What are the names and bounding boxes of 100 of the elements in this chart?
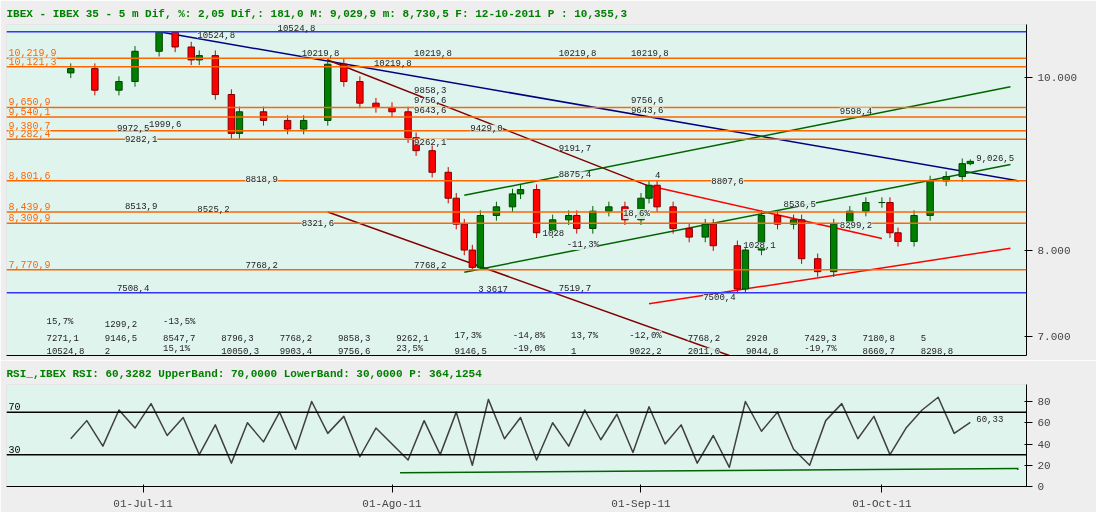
annotation: 9,026,5: [976, 154, 1015, 165]
candlestick: [356, 75, 364, 109]
annotation: -19,0%: [512, 343, 546, 354]
annotation: 9858,3: [337, 333, 371, 344]
annotation: 18,6%: [622, 208, 651, 219]
annotation: 7768,2: [279, 333, 313, 344]
annotation: 9262,1: [414, 137, 447, 148]
annotation: 8298,8: [920, 346, 954, 357]
annotation: 9598,4: [839, 106, 873, 117]
annotation: 1999,6: [149, 120, 182, 131]
x-tick-label: 01-Ago-11: [362, 497, 423, 510]
annotation: -12,0%: [629, 330, 663, 341]
annotation: 17,3%: [454, 330, 483, 341]
annotation: 7768,2: [245, 261, 278, 272]
annotation: 9146,5: [104, 333, 138, 344]
x-tick-label: 01-Jul-11: [113, 497, 174, 510]
candlestick: [605, 201, 613, 217]
annotation: -13,5%: [163, 317, 197, 328]
annotation: 9146,5: [454, 346, 487, 357]
annotation: 10219,8: [630, 49, 669, 60]
annotation: 23,5%: [396, 343, 424, 354]
annotation: 1028: [542, 229, 565, 240]
annotation: 8513,9: [124, 202, 158, 213]
annotation: 3617: [486, 284, 508, 295]
annotation: 2011,0: [687, 346, 721, 357]
annotation: 9858,3: [414, 85, 447, 96]
annotation: 9756,6: [630, 96, 664, 107]
annotation: -14,8%: [512, 330, 546, 341]
annotation: 3: [478, 284, 484, 295]
y-tick-label: 7.000: [1037, 330, 1071, 343]
y-tick-label: 60: [1037, 417, 1051, 430]
annotation: 8536,5: [783, 199, 816, 210]
annotation: 7429,3: [804, 333, 837, 344]
annotation: 10524,8: [277, 23, 316, 34]
annotation: 7508,4: [116, 283, 150, 294]
annotation: 9262,1: [396, 333, 429, 344]
annotation: 60,33: [976, 415, 1004, 426]
annotation: -19,7%: [804, 343, 838, 354]
ref-line-label: 8,801,6: [8, 170, 51, 182]
candlestick: [573, 209, 581, 235]
candlestick: [862, 196, 870, 217]
annotation: 7768,2: [687, 333, 721, 344]
annotation: 7180,8: [862, 333, 895, 344]
annotation: 2: [104, 346, 111, 357]
y-tick-label: 20: [1037, 459, 1051, 472]
chart-title: IBEX - IBEX 35 - 5 m Dif, %: 2,05 Dif,: 181,0 M: 9,029,9 m: 8,730,5 F: 12-10-2011 P : 10,355,3: [6, 7, 628, 20]
annotation: 8818,9: [245, 174, 278, 185]
annotation: 9756,6: [414, 96, 447, 107]
annotation: 5: [920, 333, 927, 344]
annotation: 9903,4: [279, 346, 313, 357]
annotation: 8875,4: [558, 170, 592, 181]
annotation: 9191,7: [558, 143, 592, 154]
candlestick: [115, 75, 123, 96]
candlestick: [299, 114, 308, 135]
annotation: 9643,6: [630, 105, 664, 116]
y-tick-label: 8.000: [1037, 244, 1071, 257]
y-tick-label: 10.000: [1037, 71, 1078, 84]
y-tick-label: 80: [1037, 396, 1051, 408]
ref-line-label: 7,770,9: [8, 259, 51, 271]
candlestick: [701, 218, 709, 243]
ref-line-label: 8,309,9: [8, 213, 51, 225]
candlestick: [283, 114, 292, 135]
ref-line-label: 9,282,4: [8, 129, 51, 141]
candlestick: [709, 218, 717, 252]
annotation: 10524,8: [197, 31, 236, 42]
ref-line-label: 70: [8, 402, 21, 414]
annotation: 8796,3: [221, 333, 254, 344]
annotation: 8299,2: [839, 220, 873, 231]
annotation: 1028,1: [743, 241, 776, 252]
annotation: 7519,7: [558, 283, 592, 294]
candlestick: [685, 222, 693, 243]
candlestick: [155, 31, 163, 57]
annotation: 9022,2: [629, 346, 662, 357]
chart-title: RSI_,IBEX RSI: 60,3282 UpperBand: 70,0000 LowerBand: 30,0000 P: 364,1254: [6, 367, 483, 380]
annotation: 8321,6: [301, 218, 335, 229]
annotation: 15,7%: [46, 317, 75, 328]
annotation: 1: [571, 346, 577, 357]
x-tick-label: 01-Sep-11: [611, 497, 672, 510]
annotation: 7768,2: [414, 261, 447, 272]
annotation: 9044,8: [745, 346, 779, 357]
annotation: 7500,4: [703, 293, 736, 304]
annotation: 10219,8: [414, 49, 452, 60]
annotation: 8807,6: [711, 177, 744, 188]
annotation: 10050,3: [221, 346, 260, 357]
annotation: 10219,8: [301, 49, 340, 60]
annotation: -11,3%: [566, 240, 600, 251]
annotation: 7271,1: [46, 333, 79, 344]
annotation: 10219,8: [558, 49, 597, 60]
candlestick: [91, 62, 99, 96]
ref-line-label: 9,650,9: [8, 97, 51, 109]
y-tick-label: 40: [1037, 438, 1051, 451]
annotation: 4: [655, 171, 661, 182]
annotation: 15,1%: [163, 343, 191, 354]
annotation: 13,7%: [571, 330, 599, 341]
annotation: 8660,7: [862, 346, 895, 357]
ref-line-label: 8,439,9: [8, 202, 51, 214]
annotation: 8547,7: [163, 333, 196, 344]
line-series: [70, 396, 972, 469]
annotation: 1299,2: [104, 320, 138, 331]
y-tick-label: 0: [1037, 481, 1045, 493]
